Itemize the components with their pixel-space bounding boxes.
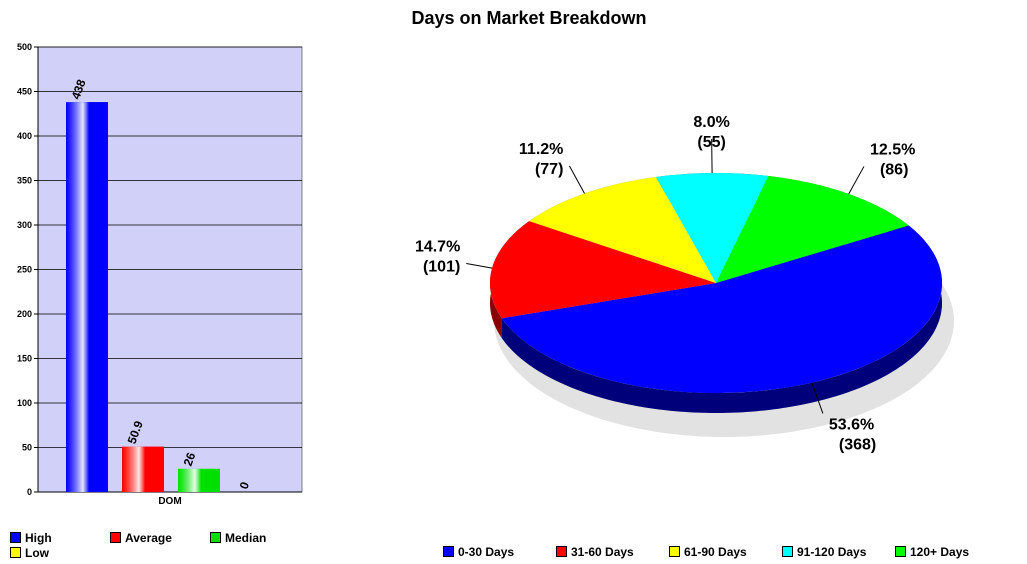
pie-percent-label: 12.5% bbox=[870, 141, 915, 158]
legend-swatch bbox=[782, 546, 793, 557]
pie-slice-91-120-days bbox=[655, 173, 769, 283]
pie-count-label: (101) bbox=[423, 258, 460, 275]
pie-percent-label: 11.2% bbox=[519, 141, 563, 158]
pie-count-label: (55) bbox=[697, 134, 725, 151]
bar-value-label: 0 bbox=[237, 480, 253, 491]
pie-leader-line bbox=[811, 382, 824, 414]
legend-item: Median bbox=[210, 531, 266, 545]
bar-value-label: 438 bbox=[69, 77, 89, 101]
pie-count-label: (368) bbox=[839, 436, 876, 453]
pie-percent-label: 14.7% bbox=[415, 238, 460, 255]
y-tick-label: 250 bbox=[17, 265, 32, 275]
bar-value-label: 26 bbox=[181, 450, 199, 468]
legend-swatch bbox=[443, 546, 454, 557]
legend-item: Low bbox=[10, 546, 49, 560]
legend-swatch bbox=[10, 532, 21, 543]
legend-item: 61-90 Days bbox=[669, 545, 747, 559]
legend-swatch bbox=[210, 532, 221, 543]
y-tick-label: 50 bbox=[22, 443, 32, 453]
y-tick-label: 0 bbox=[27, 487, 32, 497]
y-tick-label: 350 bbox=[17, 176, 32, 186]
legend-swatch bbox=[556, 546, 567, 557]
pie-slice-61-90-days bbox=[529, 176, 716, 283]
chart-title: Days on Market Breakdown bbox=[411, 8, 647, 28]
bar-shade bbox=[66, 102, 108, 493]
pie-leader-line bbox=[568, 165, 585, 194]
y-tick-label: 100 bbox=[17, 398, 32, 408]
bar-shade bbox=[122, 446, 164, 492]
y-tick-label: 300 bbox=[17, 220, 32, 230]
pie-leader-line bbox=[466, 262, 493, 269]
pie-leader-line bbox=[848, 166, 865, 195]
pie-percent-label: 53.6% bbox=[829, 416, 874, 433]
legend-label: High bbox=[25, 531, 52, 545]
pie-slice-120-days bbox=[716, 176, 909, 283]
legend-label: Low bbox=[25, 546, 49, 560]
pie-percent-label: 8.0% bbox=[693, 114, 729, 131]
pie-count-label: (86) bbox=[880, 161, 908, 178]
y-tick-label: 450 bbox=[17, 87, 32, 97]
legend-swatch bbox=[895, 546, 906, 557]
legend-swatch bbox=[669, 546, 680, 557]
x-category-label: DOM bbox=[158, 496, 181, 507]
y-tick-label: 200 bbox=[17, 309, 32, 319]
legend-label: Average bbox=[125, 531, 172, 545]
y-tick-label: 500 bbox=[17, 42, 32, 52]
y-tick-label: 150 bbox=[17, 354, 32, 364]
legend-item: 31-60 Days bbox=[556, 545, 634, 559]
legend-item: 0-30 Days bbox=[443, 545, 514, 559]
legend-item: Average bbox=[110, 531, 172, 545]
legend-label: 91-120 Days bbox=[797, 545, 867, 559]
pie-slice-31-60-days bbox=[490, 221, 716, 319]
legend-label: 120+ Days bbox=[910, 545, 970, 559]
legend-label: 31-60 Days bbox=[571, 545, 634, 559]
legend-swatch bbox=[10, 547, 21, 558]
y-tick-label: 400 bbox=[17, 131, 32, 141]
pie-count-label: (77) bbox=[535, 161, 563, 178]
legend-item: 91-120 Days bbox=[782, 545, 866, 559]
legend-label: 0-30 Days bbox=[458, 545, 515, 559]
legend-item: High bbox=[10, 531, 52, 545]
legend-swatch bbox=[110, 532, 121, 543]
legend-label: Median bbox=[225, 531, 267, 545]
pie-slice-0-30-days bbox=[501, 225, 942, 393]
bar-shade bbox=[178, 468, 220, 492]
legend-item: 120+ Days bbox=[895, 545, 969, 559]
legend-label: 61-90 Days bbox=[684, 545, 747, 559]
